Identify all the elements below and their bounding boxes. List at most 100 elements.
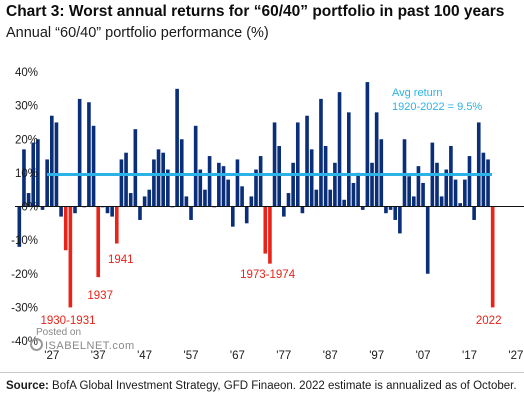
watermark-logo: ISABELNET.com bbox=[30, 338, 135, 352]
watermark-posted-text: Posted on bbox=[36, 327, 82, 338]
bar-1921 bbox=[22, 149, 26, 207]
bar-2004 bbox=[407, 176, 411, 207]
bar-1929 bbox=[59, 206, 63, 217]
bar-1995 bbox=[365, 82, 370, 207]
bar-1920 bbox=[17, 206, 22, 247]
bar-1974 bbox=[268, 206, 272, 264]
bar-1999 bbox=[384, 206, 388, 214]
bar-1930 bbox=[63, 206, 68, 251]
bar-2011 bbox=[439, 196, 444, 207]
bar-1981 bbox=[300, 206, 305, 214]
bar-1976 bbox=[277, 145, 282, 207]
y-tick-label: 10% bbox=[15, 168, 38, 180]
x-tick-label: '97 bbox=[369, 350, 384, 362]
bar-1967 bbox=[235, 159, 240, 207]
bar-1942 bbox=[119, 159, 124, 207]
annotation-label: 2022 bbox=[476, 315, 502, 327]
x-tick-label: '27 bbox=[508, 350, 523, 362]
bar-1977 bbox=[282, 206, 286, 217]
chart-title: Chart 3: Worst annual returns for “60/40… bbox=[6, 3, 505, 20]
bar-2002 bbox=[398, 206, 402, 234]
bar-1985 bbox=[319, 98, 323, 207]
bar-2017 bbox=[467, 156, 472, 207]
x-tick-label: '57 bbox=[184, 350, 199, 362]
bar-1945 bbox=[133, 129, 138, 207]
bar-1958 bbox=[193, 125, 198, 207]
bar-1994 bbox=[360, 206, 365, 210]
bar-1975 bbox=[272, 122, 277, 207]
bar-1951 bbox=[161, 152, 165, 207]
bar-2007 bbox=[421, 182, 425, 207]
bar-1966 bbox=[230, 206, 235, 227]
bar-1997 bbox=[374, 112, 379, 207]
bar-2022 bbox=[490, 206, 495, 308]
y-axis-ticks: 40%30%20%10%0%-10%-20%-30%-40% bbox=[11, 67, 38, 348]
y-tick-label: 0% bbox=[21, 202, 38, 214]
chart-subtitle: Annual “60/40” portfolio performance (%) bbox=[6, 25, 269, 41]
x-tick-label: '07 bbox=[416, 350, 431, 362]
source-note: Source: BofA Global Investment Strategy,… bbox=[6, 380, 517, 392]
bar-1972 bbox=[258, 156, 263, 207]
bar-1933 bbox=[77, 98, 82, 207]
bar-1932 bbox=[73, 206, 77, 214]
bar-1957 bbox=[189, 206, 193, 220]
annotation-label: 1941 bbox=[108, 254, 134, 266]
bar-1970 bbox=[249, 196, 254, 207]
footer-divider bbox=[0, 372, 524, 373]
x-tick-label: '37 bbox=[91, 350, 106, 362]
bar-1939 bbox=[105, 206, 110, 214]
bar-1993 bbox=[356, 172, 360, 207]
bar-1992 bbox=[351, 182, 356, 207]
bar-1986 bbox=[323, 145, 328, 207]
x-tick-label: '47 bbox=[137, 350, 152, 362]
bar-1956 bbox=[184, 196, 189, 207]
x-tick-label: '17 bbox=[462, 350, 477, 362]
y-tick-label: -20% bbox=[11, 269, 38, 281]
bar-2000 bbox=[388, 206, 393, 210]
bar-2003 bbox=[402, 139, 407, 207]
bar-1954 bbox=[175, 88, 179, 207]
x-tick-label: '87 bbox=[323, 350, 338, 362]
bar-1960 bbox=[203, 189, 207, 207]
bar-2010 bbox=[435, 162, 439, 207]
bar-1947 bbox=[142, 196, 147, 207]
bar-1978 bbox=[286, 193, 291, 207]
bar-group bbox=[17, 82, 495, 308]
x-axis-ticks: '27 '37 '47 '57 '67 '77 '87 '97 '07 '17 '27 bbox=[44, 350, 523, 362]
bar-1940 bbox=[110, 206, 114, 217]
bar-1944 bbox=[128, 193, 133, 207]
bar-1931 bbox=[68, 206, 73, 308]
watermark: Posted on ISABELNET.com bbox=[30, 327, 140, 357]
source-text: BofA Global Investment Strategy, GFD Fin… bbox=[48, 380, 517, 392]
bar-2015 bbox=[458, 203, 462, 207]
bar-2016 bbox=[463, 179, 467, 207]
bar-2018 bbox=[472, 206, 476, 220]
bar-1925 bbox=[40, 206, 45, 210]
y-tick-label: 40% bbox=[15, 67, 38, 79]
source-label: Source: bbox=[6, 380, 49, 392]
bar-chart: 40%30%20%10%0%-10%-20%-30%-40% '27'37'47… bbox=[11, 67, 524, 362]
bar-1937 bbox=[96, 206, 101, 278]
bar-2013 bbox=[449, 145, 453, 207]
bar-1943 bbox=[124, 152, 128, 207]
bar-1924 bbox=[36, 139, 40, 207]
bar-2012 bbox=[444, 169, 449, 207]
bar-2008 bbox=[425, 206, 430, 274]
bar-1928 bbox=[54, 122, 59, 207]
average-return-period-label: 1920-2022 = 9.5% bbox=[392, 101, 482, 113]
bar-2021 bbox=[486, 159, 490, 207]
y-tick-label: -10% bbox=[11, 235, 38, 247]
bar-1991 bbox=[347, 112, 351, 207]
bar-1988 bbox=[333, 162, 337, 207]
bar-1959 bbox=[198, 169, 203, 207]
bar-1950 bbox=[156, 149, 161, 207]
annotation-label: 1973-1974 bbox=[240, 269, 296, 281]
bar-1980 bbox=[295, 122, 300, 207]
bar-1961 bbox=[207, 156, 212, 207]
bar-1922 bbox=[26, 193, 31, 207]
bar-1973 bbox=[263, 206, 268, 254]
bar-1971 bbox=[254, 169, 258, 207]
x-tick-label: '27 bbox=[44, 350, 59, 362]
bar-1965 bbox=[226, 179, 230, 207]
annotation-label: 1930-1931 bbox=[41, 315, 96, 327]
